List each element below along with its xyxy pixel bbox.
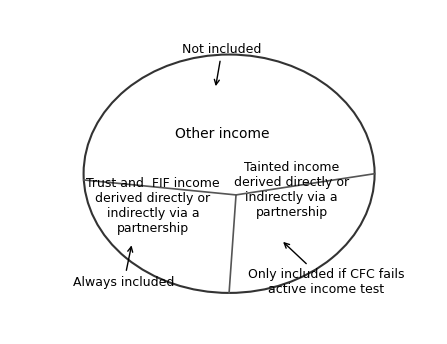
Text: Only included if CFC fails
active income test: Only included if CFC fails active income… [248, 243, 405, 296]
Text: Always included: Always included [73, 247, 175, 289]
Text: Trust and  FIF income
derived directly or
indirectly via a
partnership: Trust and FIF income derived directly or… [86, 176, 219, 235]
Text: Tainted income
derived directly or
indirectly via a
partnership: Tainted income derived directly or indir… [234, 161, 349, 219]
Text: Other income: Other income [175, 127, 270, 141]
Text: Not included: Not included [182, 43, 262, 85]
